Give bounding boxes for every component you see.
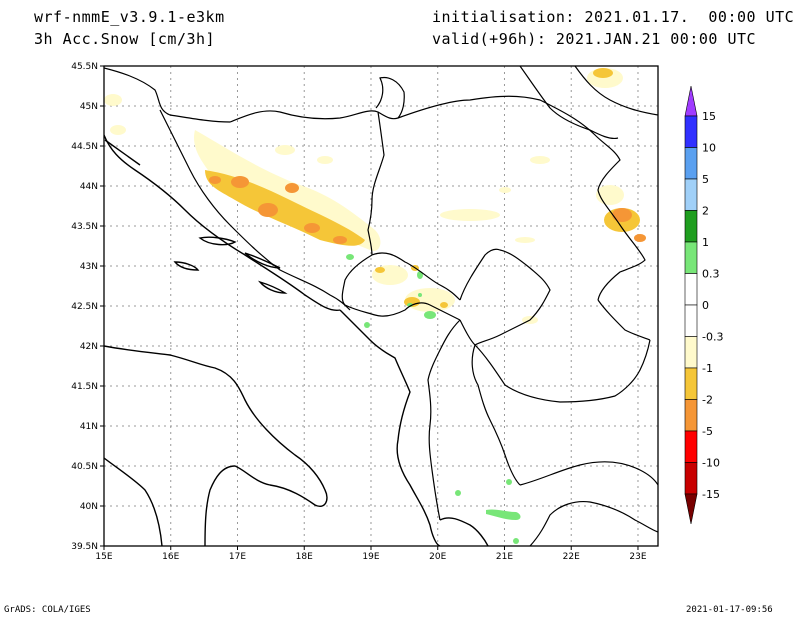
lon-label: 15E: [95, 552, 112, 562]
lat-label: 43N: [80, 262, 98, 272]
colorbar-swatch: [684, 399, 698, 432]
coastlines: [104, 134, 489, 546]
colorbar-label: 0.3: [702, 268, 720, 281]
colorbar-label: -2: [702, 394, 713, 407]
colorbar-swatch: [684, 430, 698, 463]
colorbar-swatch: [684, 147, 698, 180]
lat-label: 45.5N: [71, 62, 98, 72]
footer-credit: GrADS: COLA/IGES: [4, 605, 91, 615]
colorbar-label: -1: [702, 362, 713, 375]
colorbar-swatch: [684, 273, 698, 306]
colorbar-swatch: [684, 241, 698, 274]
lat-label: 45N: [80, 102, 98, 112]
lon-label: 19E: [362, 552, 379, 562]
colorbar-label: -0.3: [702, 331, 723, 344]
lat-axis: 45.5N 45N 44.5N 44N 43.5N 43N 42.5N 42N 41.5N 41N…: [71, 62, 104, 552]
colorbar-swatch: [684, 178, 698, 211]
colorbar-label: 5: [702, 173, 709, 186]
colorbar-label: 2: [702, 205, 709, 218]
colorbar-swatch: [684, 367, 698, 400]
colorbar-label: 0: [702, 299, 709, 312]
snow-field: [104, 68, 646, 544]
colorbar-label: -15: [702, 488, 720, 501]
lon-label: 17E: [229, 552, 246, 562]
lat-label: 44N: [80, 182, 98, 192]
lon-label: 23E: [629, 552, 646, 562]
lon-label: 16E: [162, 552, 179, 562]
colorbar-label: 10: [702, 142, 716, 155]
model-title: wrf-nmmE_v3.9.1-e3km: [34, 8, 225, 26]
lon-label: 18E: [296, 552, 313, 562]
lat-label: 40N: [80, 502, 98, 512]
colorbar-top-tip: [684, 85, 698, 117]
lon-axis: 15E 16E 17E 18E 19E 20E 21E 22E 23E: [95, 546, 647, 562]
lon-label: 22E: [563, 552, 580, 562]
colorbar-swatch: [684, 304, 698, 337]
lat-label: 39.5N: [71, 542, 98, 552]
init-time: initialisation: 2021.01.17. 00:00 UTC: [432, 8, 795, 26]
colorbar-label: -10: [702, 457, 720, 470]
colorbar-swatch: [684, 462, 698, 495]
lat-label: 41N: [80, 422, 98, 432]
lat-label: 40.5N: [71, 462, 98, 472]
lat-label: 44.5N: [71, 142, 98, 152]
colorbar-swatch: [684, 210, 698, 243]
lat-label: 42N: [80, 342, 98, 352]
colorbar-label: 1: [702, 236, 709, 249]
lon-label: 20E: [429, 552, 446, 562]
colorbar-bottom-tip: [684, 493, 698, 525]
field-title: 3h Acc.Snow [cm/3h]: [34, 30, 216, 48]
lon-label: 21E: [496, 552, 513, 562]
valid-time: valid(+96h): 2021.JAN.21 00:00 UTC: [432, 30, 757, 48]
lat-label: 41.5N: [71, 382, 98, 392]
lat-label: 42.5N: [71, 302, 98, 312]
footer-timestamp: 2021-01-17-09:56: [686, 605, 773, 615]
colorbar-label: -5: [702, 425, 713, 438]
colorbar-swatch: [684, 115, 698, 148]
colorbar-swatch: [684, 336, 698, 369]
lat-label: 43.5N: [71, 222, 98, 232]
borders: [104, 66, 658, 546]
colorbar-label: 15: [702, 110, 716, 123]
grid-lines: [104, 66, 658, 546]
